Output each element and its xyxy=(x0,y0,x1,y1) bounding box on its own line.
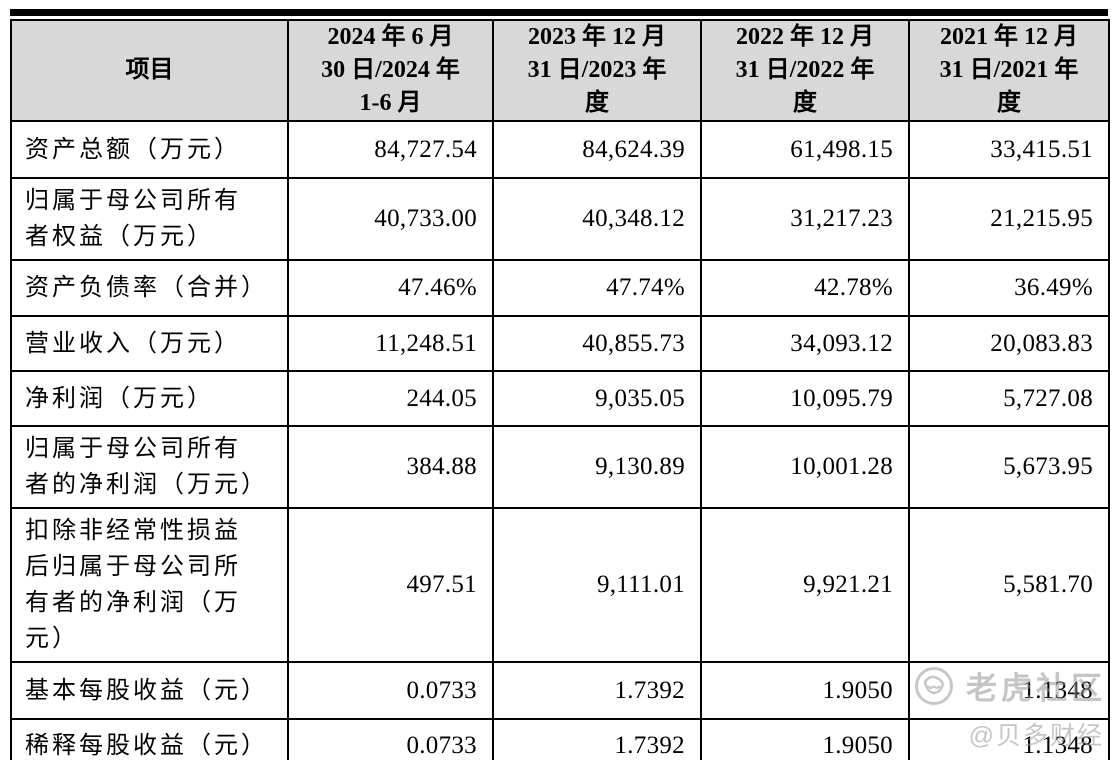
column-header-2023: 2023 年 12 月 31 日/2023 年 度 xyxy=(492,19,702,122)
table-row-basic-eps: 基本每股收益（元） 0.0733 1.7392 1.9050 1.1348 xyxy=(10,661,1110,720)
cell-value: 40,733.00 xyxy=(287,177,494,261)
row-label: 归属于母公司所有 者的净利润（万元） xyxy=(10,425,289,509)
cell-value: 42.78% xyxy=(700,259,910,317)
cell-value: 84,624.39 xyxy=(492,120,702,179)
cell-value: 1.9050 xyxy=(700,661,910,720)
cell-value: 33,415.51 xyxy=(908,120,1110,179)
cell-value: 1.9050 xyxy=(700,718,910,760)
table-row-parent-equity: 归属于母公司所有 者权益（万元） 40,733.00 40,348.12 31,… xyxy=(10,177,1110,261)
table-top-rule xyxy=(10,9,1108,16)
cell-value: 1.7392 xyxy=(492,718,702,760)
row-label: 净利润（万元） xyxy=(10,370,289,427)
cell-value: 9,921.21 xyxy=(700,507,910,663)
column-header-2022: 2022 年 12 月 31 日/2022 年 度 xyxy=(700,19,910,122)
table-row-total-assets: 资产总额（万元） 84,727.54 84,624.39 61,498.15 3… xyxy=(10,120,1110,179)
column-header-item: 项目 xyxy=(10,19,289,122)
table-row-deducted-net-profit: 扣除非经常性损益 后归属于母公司所 有者的净利润（万 元） 497.51 9,1… xyxy=(10,507,1110,663)
cell-value: 40,855.73 xyxy=(492,315,702,372)
table-row-diluted-eps: 稀释每股收益（元） 0.0733 1.7392 1.9050 1.1348 xyxy=(10,718,1110,760)
cell-value: 0.0733 xyxy=(287,718,494,760)
table-row-net-profit: 净利润（万元） 244.05 9,035.05 10,095.79 5,727.… xyxy=(10,370,1110,427)
table-row-revenue: 营业收入（万元） 11,248.51 40,855.73 34,093.12 2… xyxy=(10,315,1110,372)
row-label: 资产负债率（合并） xyxy=(10,259,289,317)
cell-value: 31,217.23 xyxy=(700,177,910,261)
cell-value: 1.1348 xyxy=(908,661,1110,720)
cell-value: 5,581.70 xyxy=(908,507,1110,663)
column-header-2024: 2024 年 6 月 30 日/2024 年 1-6 月 xyxy=(287,19,494,122)
cell-value: 21,215.95 xyxy=(908,177,1110,261)
cell-value: 244.05 xyxy=(287,370,494,427)
cell-value: 9,035.05 xyxy=(492,370,702,427)
cell-value: 1.7392 xyxy=(492,661,702,720)
cell-value: 497.51 xyxy=(287,507,494,663)
cell-value: 384.88 xyxy=(287,425,494,509)
key-financials-table-wrapper: 项目 2024 年 6 月 30 日/2024 年 1-6 月 2023 年 1… xyxy=(10,9,1110,760)
row-label: 扣除非经常性损益 后归属于母公司所 有者的净利润（万 元） xyxy=(10,507,289,663)
cell-value: 36.49% xyxy=(908,259,1110,317)
cell-value: 61,498.15 xyxy=(700,120,910,179)
cell-value: 10,001.28 xyxy=(700,425,910,509)
row-label: 基本每股收益（元） xyxy=(10,661,289,720)
cell-value: 10,095.79 xyxy=(700,370,910,427)
row-label: 稀释每股收益（元） xyxy=(10,718,289,760)
row-label: 归属于母公司所有 者权益（万元） xyxy=(10,177,289,261)
cell-value: 9,130.89 xyxy=(492,425,702,509)
cell-value: 34,093.12 xyxy=(700,315,910,372)
cell-value: 11,248.51 xyxy=(287,315,494,372)
table-row-parent-net-profit: 归属于母公司所有 者的净利润（万元） 384.88 9,130.89 10,00… xyxy=(10,425,1110,509)
cell-value: 5,727.08 xyxy=(908,370,1110,427)
cell-value: 20,083.83 xyxy=(908,315,1110,372)
cell-value: 47.74% xyxy=(492,259,702,317)
cell-value: 84,727.54 xyxy=(287,120,494,179)
cell-value: 47.46% xyxy=(287,259,494,317)
cell-value: 40,348.12 xyxy=(492,177,702,261)
cell-value: 5,673.95 xyxy=(908,425,1110,509)
cell-value: 0.0733 xyxy=(287,661,494,720)
table-row-debt-ratio: 资产负债率（合并） 47.46% 47.74% 42.78% 36.49% xyxy=(10,259,1110,317)
column-header-2021: 2021 年 12 月 31 日/2021 年 度 xyxy=(908,19,1110,122)
key-financials-table: 项目 2024 年 6 月 30 日/2024 年 1-6 月 2023 年 1… xyxy=(10,19,1110,760)
row-label: 营业收入（万元） xyxy=(10,315,289,372)
header-row: 项目 2024 年 6 月 30 日/2024 年 1-6 月 2023 年 1… xyxy=(10,19,1110,122)
row-label: 资产总额（万元） xyxy=(10,120,289,179)
cell-value: 9,111.01 xyxy=(492,507,702,663)
cell-value: 1.1348 xyxy=(908,718,1110,760)
